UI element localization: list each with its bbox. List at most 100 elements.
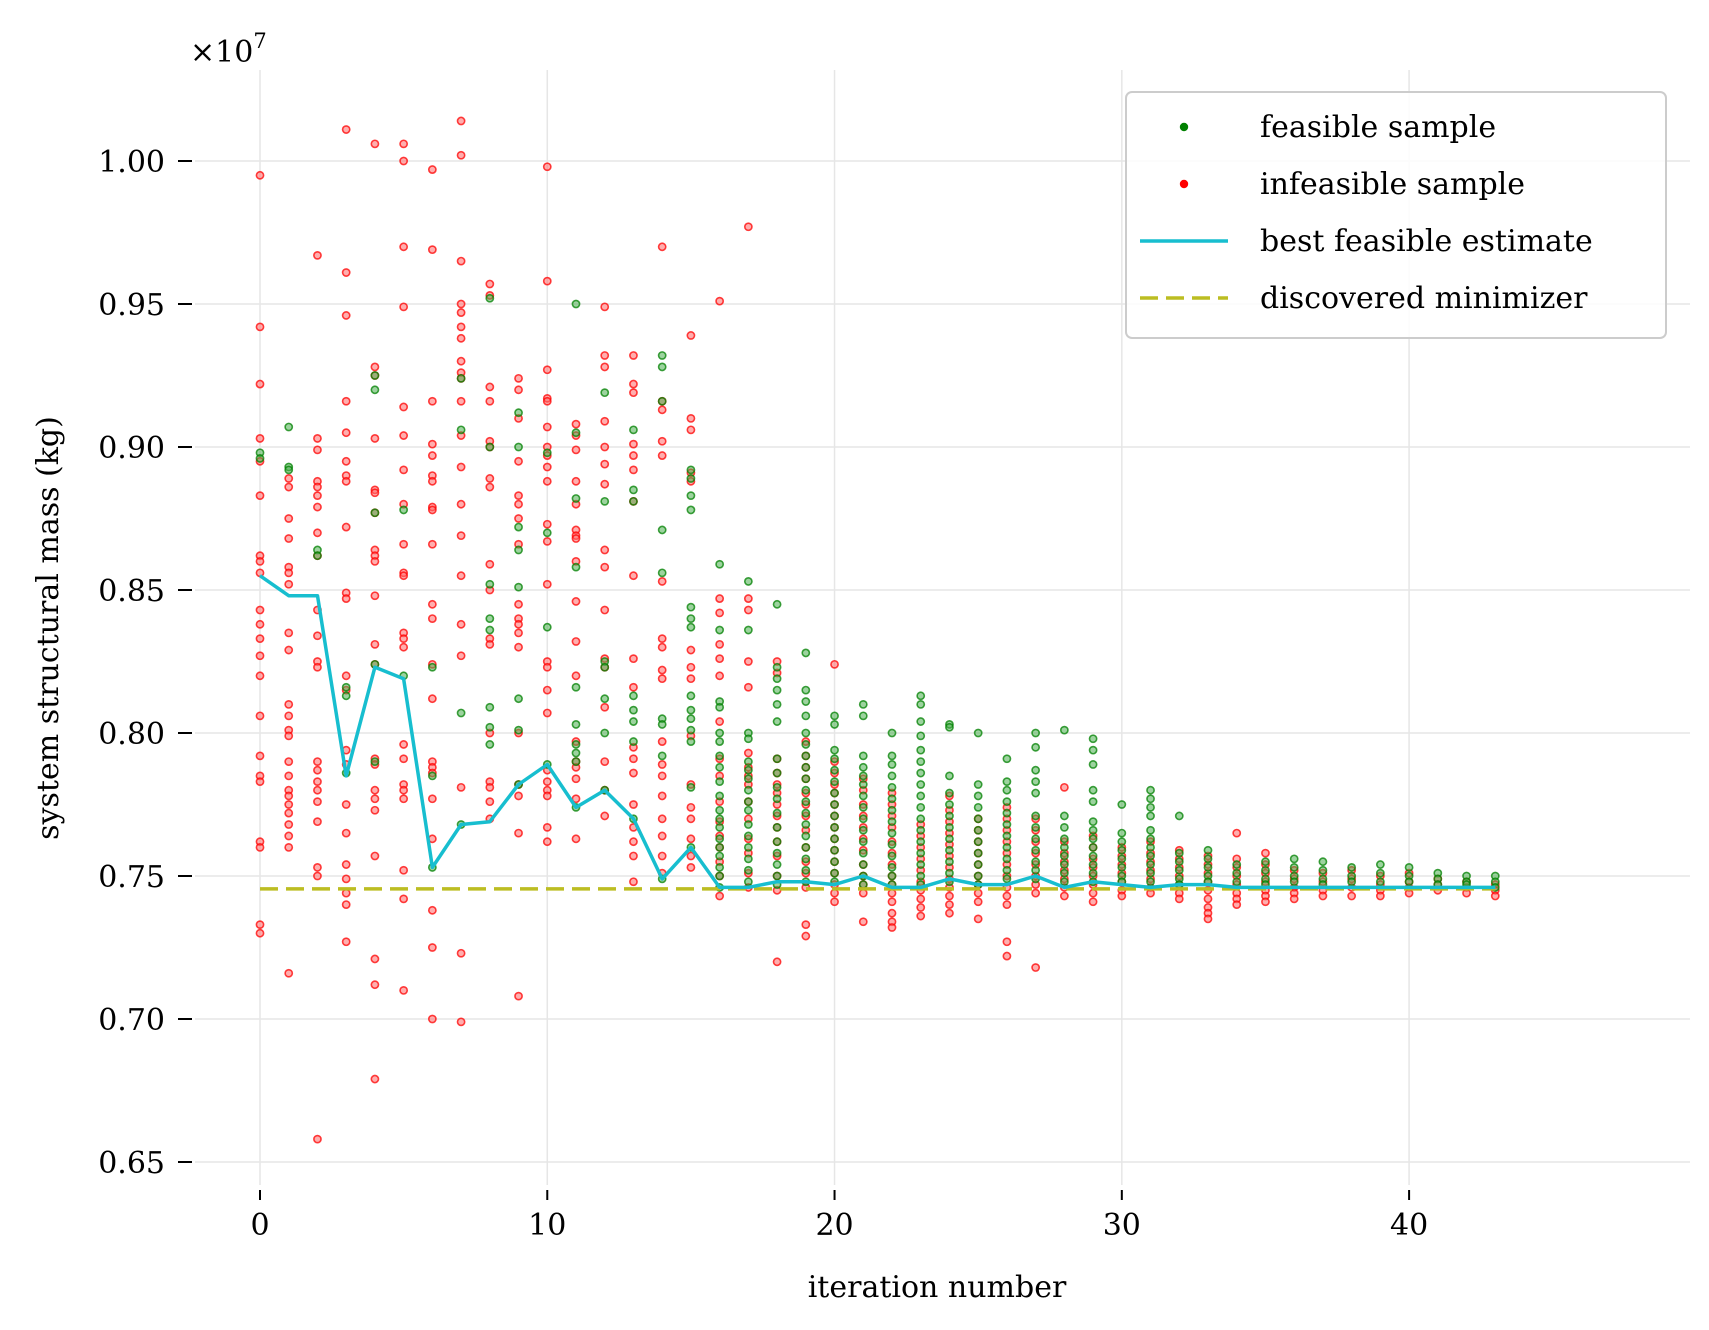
legend-entry: discovered minimizer	[1140, 281, 1588, 316]
feasible-sample-point	[830, 754, 839, 764]
infeasible-sample-point	[600, 757, 610, 766]
feasible-sample-point	[657, 396, 667, 406]
infeasible-sample-point	[858, 888, 868, 898]
infeasible-sample-point	[255, 777, 265, 787]
infeasible-sample-point	[313, 871, 322, 881]
infeasible-sample-point	[600, 811, 610, 821]
infeasible-sample-point	[657, 814, 667, 824]
feasible-sample-point	[801, 685, 811, 695]
infeasible-sample-point	[255, 651, 265, 661]
feasible-sample-point	[973, 871, 983, 881]
infeasible-sample-point	[485, 559, 495, 569]
infeasible-sample-point	[657, 436, 667, 446]
infeasible-sample-point	[629, 754, 638, 764]
feasible-sample-point	[1347, 877, 1357, 887]
feasible-sample-point	[1146, 785, 1155, 795]
infeasible-sample-point	[1261, 848, 1270, 858]
infeasible-sample-point	[1117, 891, 1127, 901]
infeasible-sample-point	[973, 888, 983, 898]
infeasible-sample-point	[657, 665, 667, 675]
infeasible-sample-point	[456, 256, 466, 266]
feasible-sample-point	[772, 837, 782, 847]
feasible-sample-point	[887, 828, 897, 838]
axes-layer: 0 10 20 30 40 0.65 0.70 0.75 0.80 0.85 0.90 0.95 1.0…	[98, 145, 1428, 1243]
feasible-sample-point	[887, 782, 897, 792]
infeasible-sample-point	[255, 491, 265, 501]
feasible-sample-point	[858, 880, 868, 889]
x-tick-label: 20	[815, 1208, 853, 1243]
feasible-sample-point	[887, 771, 897, 781]
feasible-samples-layer	[255, 293, 1500, 892]
best-feasible-estimate-line	[258, 574, 1496, 890]
feasible-sample-point	[629, 705, 638, 715]
feasible-sample-point	[1146, 851, 1155, 861]
feasible-sample-point	[945, 834, 954, 844]
feasible-sample-point	[600, 694, 610, 704]
feasible-sample-point	[887, 728, 897, 738]
feasible-sample-point	[830, 857, 839, 867]
y-tick-label: 0.75	[98, 860, 165, 895]
infeasible-sample-point	[485, 382, 495, 392]
infeasible-sample-point	[514, 599, 523, 609]
infeasible-sample-point	[542, 536, 552, 546]
feasible-sample-point	[801, 711, 811, 721]
feasible-sample-point	[772, 860, 782, 869]
infeasible-sample-point	[571, 597, 581, 606]
infeasible-sample-point	[600, 459, 610, 469]
infeasible-sample-point	[686, 662, 696, 672]
feasible-sample-point	[1146, 794, 1155, 804]
feasible-sample-point	[743, 877, 753, 887]
infeasible-sample-point	[427, 245, 437, 255]
feasible-sample-point	[1088, 817, 1098, 827]
infeasible-sample-point	[571, 534, 581, 543]
infeasible-sample-point	[255, 843, 265, 852]
infeasible-sample-point	[1002, 951, 1012, 961]
feasible-sample-point	[858, 860, 868, 869]
feasible-sample-point	[801, 740, 811, 749]
feasible-sample-point	[456, 708, 466, 718]
infeasible-sample-point	[571, 794, 581, 804]
feasible-sample-point	[973, 825, 983, 835]
feasible-sample-point	[772, 768, 782, 778]
feasible-sample-point	[858, 762, 868, 772]
feasible-sample-point	[1059, 822, 1069, 832]
infeasible-sample-point	[284, 843, 294, 852]
feasible-sample-point	[801, 831, 811, 841]
feasible-sample-point	[686, 622, 696, 632]
feasible-sample-point	[772, 599, 782, 609]
infeasible-sample-point	[456, 396, 466, 406]
infeasible-sample-point	[542, 662, 552, 672]
y-tick-label: 0.95	[98, 288, 165, 323]
feasible-sample-point	[830, 765, 839, 775]
infeasible-sample-point	[686, 674, 696, 684]
y-tick-label: 0.85	[98, 574, 165, 609]
feasible-sample-point	[801, 728, 811, 738]
feasible-sample-point	[801, 797, 811, 807]
infeasible-sample-point	[801, 920, 811, 930]
feasible-sample-point	[1261, 865, 1270, 875]
feasible-sample-point	[399, 505, 409, 515]
infeasible-sample-point	[427, 794, 437, 804]
feasible-sample-point	[945, 845, 954, 855]
feasible-sample-point	[743, 757, 753, 766]
infeasible-sample-point	[399, 465, 409, 475]
infeasible-sample-point	[284, 800, 294, 809]
feasible-sample-point	[485, 442, 495, 452]
feasible-sample-point	[743, 785, 753, 795]
feasible-sample-point	[887, 751, 897, 761]
feasible-sample-point	[887, 863, 897, 872]
infeasible-sample-point	[341, 860, 351, 869]
feasible-sample-point	[686, 725, 696, 735]
feasible-sample-point	[858, 771, 868, 781]
feasible-sample-point	[916, 768, 926, 778]
infeasible-sample-point	[1232, 900, 1242, 909]
legend-entry: feasible sample	[1179, 110, 1496, 145]
infeasible-sample-point	[399, 431, 409, 440]
infeasible-sample-point	[571, 834, 581, 844]
feasible-sample-point	[1404, 877, 1414, 887]
infeasible-sample-point	[657, 242, 667, 252]
feasible-sample-point	[916, 860, 926, 869]
infeasible-sample-point	[313, 491, 322, 501]
infeasible-sample-point	[657, 405, 667, 415]
